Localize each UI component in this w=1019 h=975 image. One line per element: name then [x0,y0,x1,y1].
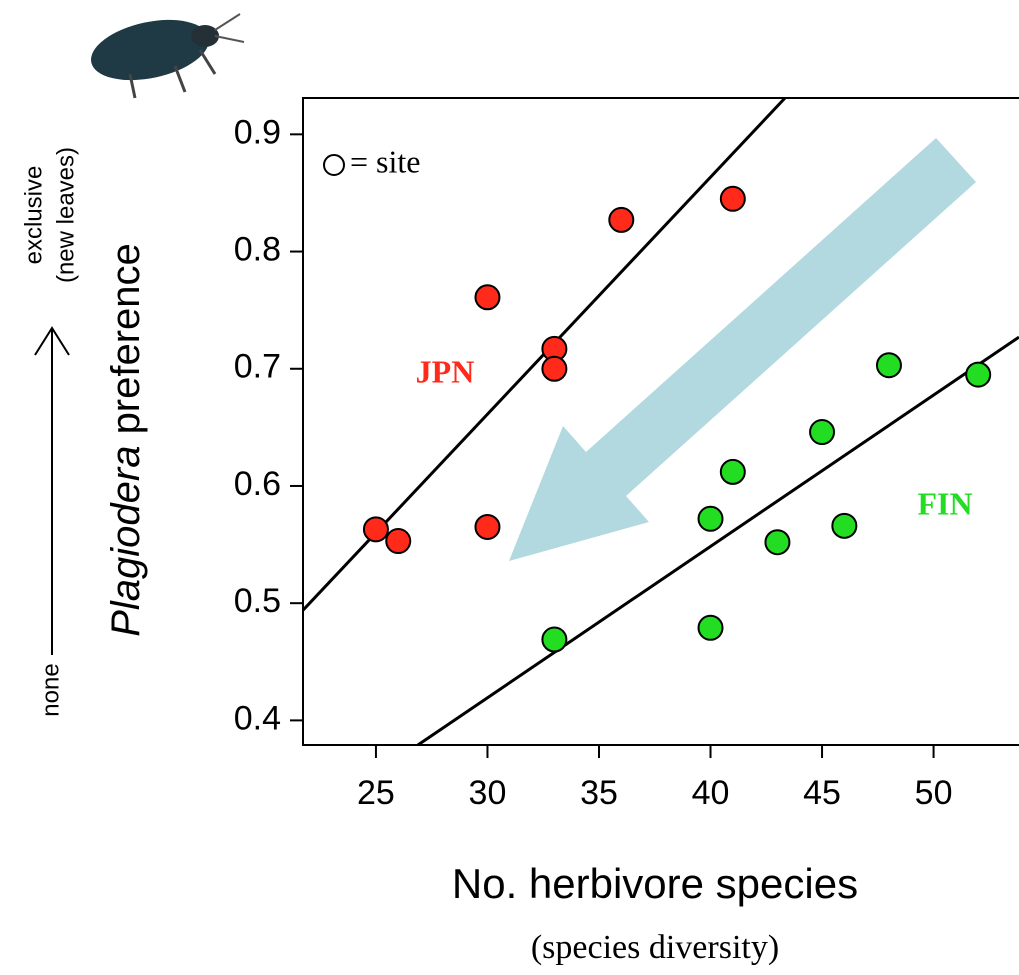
x-tick-label: 50 [915,774,953,812]
y-tick-label: 0.5 [234,582,281,620]
x-axis-label: No. herbivore species [452,860,858,907]
point [965,361,992,388]
trend-arrow [509,138,976,561]
x-tick-label: 45 [803,774,841,812]
point [697,505,724,532]
point [697,614,724,641]
series-label: JPN [416,353,475,389]
legend-text: = site [350,143,420,179]
y-arrow-top: exclusive [20,166,47,265]
fit-line [417,335,1019,747]
point [608,206,635,233]
beetle-icon [91,13,245,99]
axis-frame [302,97,1019,746]
y-arrow-top: (new leaves) [52,147,79,283]
point [474,513,501,540]
y-tick-label: 0.6 [234,465,281,503]
point [719,185,746,212]
x-axis-sublabel: (species diversity) [531,929,779,966]
y-axis-label: Plagiodera preference [104,243,148,637]
x-tick-label: 30 [469,774,507,812]
point [474,284,501,311]
x-tick-label: 35 [580,774,618,812]
point [764,529,791,556]
y-tick-label: 0.9 [234,113,281,151]
point [809,419,836,446]
point [385,528,412,555]
y-label-rest: preference [104,243,148,445]
point [541,626,568,653]
legend-marker [323,154,345,176]
point [831,512,858,539]
point [719,458,746,485]
point [362,516,389,543]
point [875,352,902,379]
point [541,355,568,382]
x-tick-label: 40 [692,774,730,812]
y-label-italic: Plagiodera [104,446,148,637]
series-label: FIN [917,485,972,521]
y-arrow-bottom: none [37,663,64,716]
y-tick-label: 0.7 [234,348,281,386]
y-tick-label: 0.4 [234,699,281,737]
y-arrow [34,326,70,655]
x-tick-label: 25 [357,774,395,812]
y-tick-label: 0.8 [234,231,281,269]
